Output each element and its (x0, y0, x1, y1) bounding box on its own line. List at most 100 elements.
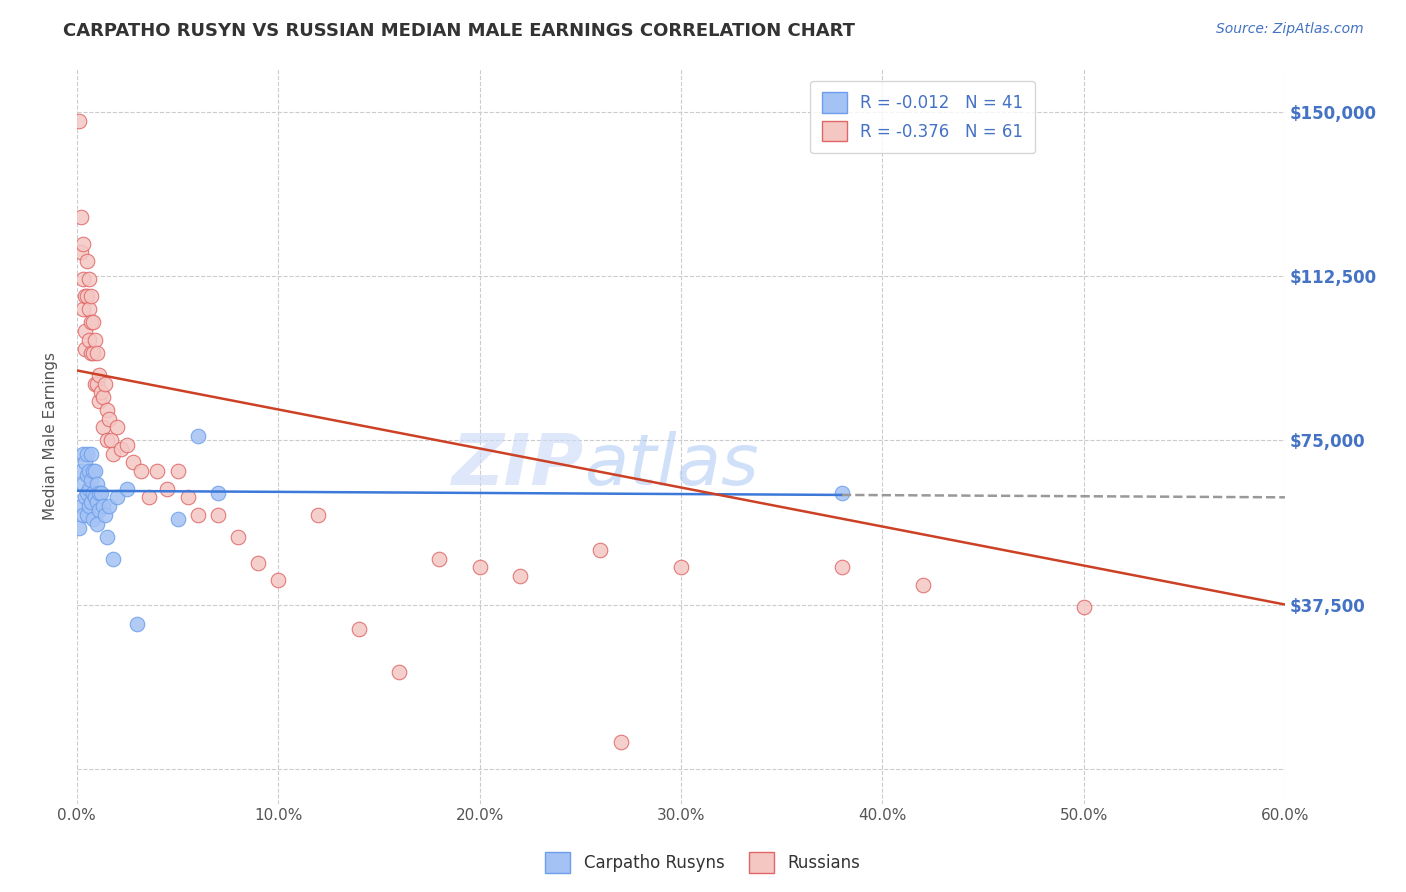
Point (226, 530, 249, 544)
Point (90, 385, 112, 400)
Point (96, 530, 118, 544)
Point (115, 482, 138, 496)
Point (82, 486, 104, 500)
Point (76, 289, 98, 303)
Point (76, 508, 98, 522)
Point (87, 486, 110, 500)
Point (91, 420, 114, 434)
Point (91, 499, 114, 513)
Point (80, 446, 103, 460)
Point (90, 486, 112, 500)
Point (166, 512, 188, 526)
Point (84, 333, 107, 347)
Point (70, 211, 93, 225)
Point (82, 512, 104, 526)
Text: CARPATHO RUSYN VS RUSSIAN MEDIAN MALE EARNINGS CORRELATION CHART: CARPATHO RUSYN VS RUSSIAN MEDIAN MALE EA… (63, 22, 855, 40)
Point (156, 482, 179, 496)
Point (100, 434, 122, 448)
Point (76, 254, 98, 268)
Point (73, 455, 96, 469)
Point (77, 271, 100, 285)
Text: Source: ZipAtlas.com: Source: ZipAtlas.com (1216, 22, 1364, 37)
Point (82, 346, 104, 360)
Point (127, 617, 149, 632)
Point (73, 491, 96, 505)
Point (73, 342, 96, 356)
Point (98, 499, 121, 513)
Point (84, 376, 107, 391)
Point (86, 346, 108, 360)
Point (347, 622, 370, 636)
Point (84, 464, 107, 478)
Legend: Carpatho Rusyns, Russians: Carpatho Rusyns, Russians (538, 846, 868, 880)
Point (98, 411, 121, 425)
Point (247, 556, 270, 570)
Point (80, 473, 103, 487)
Point (509, 569, 531, 583)
Point (73, 324, 96, 338)
Point (94, 376, 117, 391)
Point (427, 551, 450, 566)
Point (80, 315, 103, 329)
Point (609, 735, 631, 749)
Point (831, 560, 853, 574)
Point (86, 376, 108, 391)
Point (129, 464, 152, 478)
Point (146, 464, 169, 478)
Point (308, 508, 330, 522)
Y-axis label: Median Male Earnings: Median Male Earnings (44, 352, 58, 520)
Point (101, 446, 124, 460)
Point (911, 578, 934, 592)
Point (207, 508, 229, 522)
Point (77, 464, 100, 478)
Point (70, 245, 93, 260)
Point (110, 442, 132, 457)
Point (87, 368, 110, 382)
Point (101, 551, 124, 566)
Point (70, 499, 93, 513)
Point (82, 315, 104, 329)
Point (831, 486, 853, 500)
Point (115, 438, 138, 452)
Point (94, 508, 117, 522)
Point (91, 390, 114, 404)
Point (80, 289, 103, 303)
Point (388, 665, 411, 680)
Point (73, 289, 96, 303)
Point (77, 302, 100, 317)
Point (187, 429, 209, 443)
Point (86, 516, 108, 531)
Point (72, 236, 94, 251)
Point (70, 464, 93, 478)
Legend: R = -0.012   N = 41, R = -0.376   N = 61: R = -0.012 N = 41, R = -0.376 N = 61 (810, 80, 1035, 153)
Point (84, 491, 107, 505)
Point (76, 468, 98, 483)
Point (77, 333, 100, 347)
Point (72, 271, 94, 285)
Point (72, 302, 94, 317)
Point (1073, 599, 1095, 614)
Point (138, 491, 160, 505)
Point (80, 494, 103, 508)
Point (87, 394, 110, 409)
Point (76, 486, 98, 500)
Text: ZIP: ZIP (451, 431, 585, 500)
Point (82, 464, 104, 478)
Point (72, 508, 94, 522)
Point (76, 446, 98, 460)
Point (176, 491, 198, 505)
Point (72, 446, 94, 460)
Point (105, 491, 128, 505)
Point (267, 574, 290, 588)
Point (96, 434, 118, 448)
Point (207, 486, 229, 500)
Point (77, 482, 100, 496)
Point (67, 114, 90, 128)
Point (122, 455, 145, 469)
Text: atlas: atlas (585, 431, 759, 500)
Point (87, 503, 110, 517)
Point (80, 346, 103, 360)
Point (72, 477, 94, 491)
Point (166, 464, 188, 478)
Point (86, 494, 108, 508)
